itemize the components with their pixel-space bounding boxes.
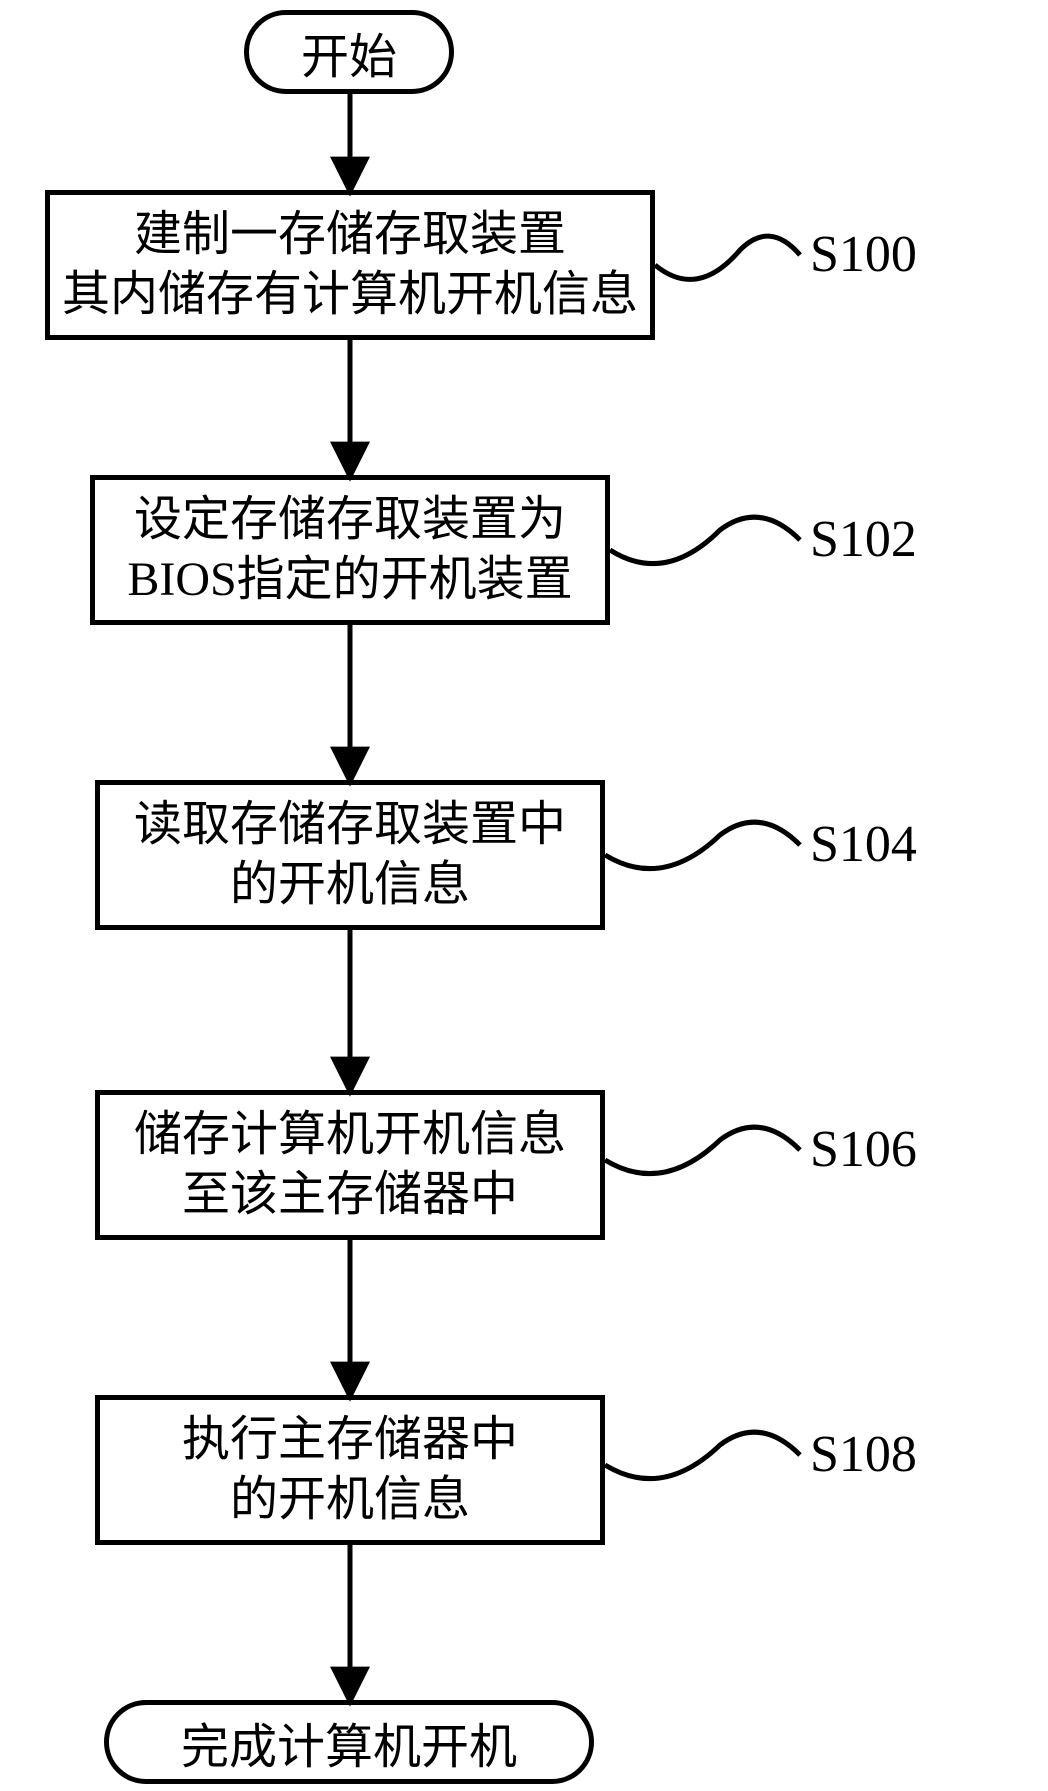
step-s102: 设定存储存取装置为 BIOS指定的开机装置 [90,475,610,625]
step-s104: 读取存储存取装置中 的开机信息 [95,780,605,930]
step-s102-label: S102 [810,510,917,569]
step-s106-label: S106 [810,1120,917,1179]
step-s102-line1: 设定存储存取装置为 [127,490,572,550]
step-s108-line1: 执行主存储器中 [182,1410,518,1470]
step-s100: 建制一存储存取装置 其内储存有计算机开机信息 [45,190,655,340]
step-s104-line2: 的开机信息 [134,855,566,915]
end-text: 完成计算机开机 [181,1707,517,1777]
step-s100-label: S100 [810,225,917,284]
step-s106-line2: 至该主存储器中 [134,1165,566,1225]
start-text: 开始 [301,17,397,87]
step-s108-line2: 的开机信息 [182,1470,518,1530]
step-s100-line1: 建制一存储存取装置 [62,205,638,265]
step-s108: 执行主存储器中 的开机信息 [95,1395,605,1545]
step-s100-line2: 其内储存有计算机开机信息 [62,265,638,325]
step-s106: 储存计算机开机信息 至该主存储器中 [95,1090,605,1240]
end-terminator: 完成计算机开机 [104,1700,594,1784]
step-s106-line1: 储存计算机开机信息 [134,1105,566,1165]
step-s108-label: S108 [810,1425,917,1484]
step-s102-line2: BIOS指定的开机装置 [127,550,572,610]
step-s104-line1: 读取存储存取装置中 [134,795,566,855]
start-terminator: 开始 [244,10,454,94]
step-s104-label: S104 [810,815,917,874]
